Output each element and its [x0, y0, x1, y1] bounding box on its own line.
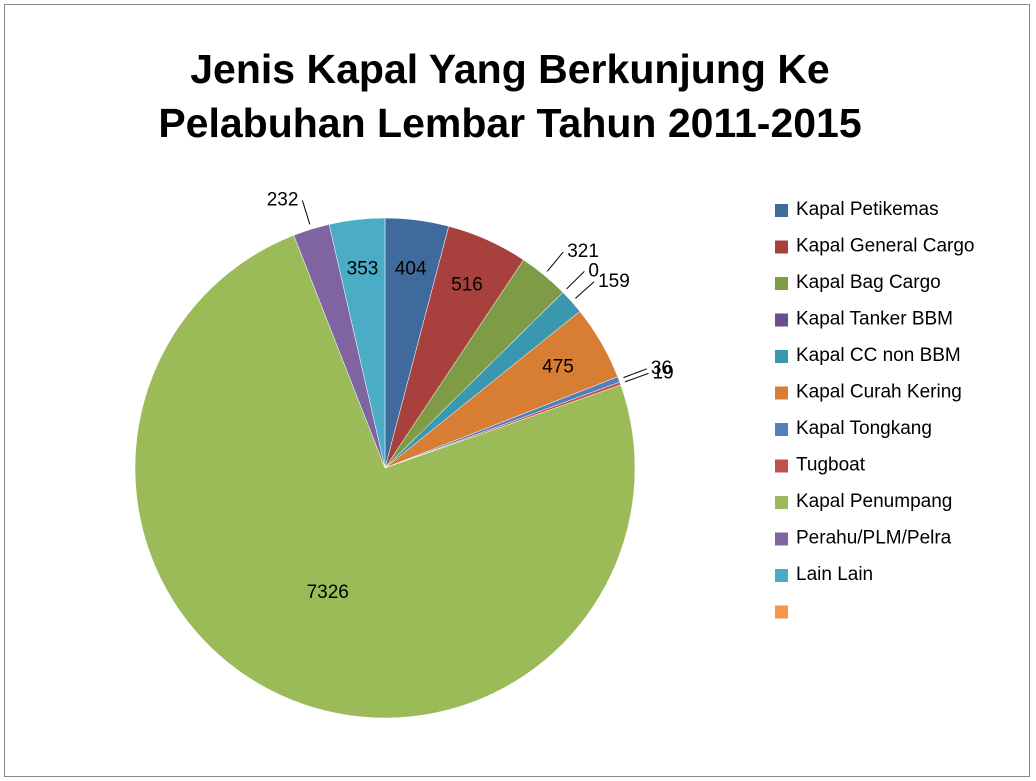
- leader-line: [546, 251, 564, 272]
- data-label: 475: [542, 357, 574, 378]
- legend-label: Kapal Curah Kering: [796, 382, 962, 403]
- legend-label: Lain Lain: [796, 564, 873, 585]
- data-label: 404: [395, 259, 427, 280]
- data-label: 7326: [307, 582, 349, 603]
- data-label: 0: [588, 260, 599, 281]
- chart-frame: [4, 4, 1030, 777]
- legend-swatch: [775, 204, 788, 217]
- legend-swatch: [775, 605, 788, 619]
- legend-swatch: [775, 350, 788, 363]
- legend-swatch: [775, 313, 788, 327]
- pie-slice: [134, 234, 636, 719]
- data-label: 36: [651, 358, 672, 379]
- legend-label: Kapal CC non BBM: [796, 345, 961, 366]
- pie-slice: [328, 217, 386, 469]
- data-label: 232: [267, 189, 299, 210]
- legend-label: Kapal Tongkang: [796, 418, 932, 439]
- leader-line: [575, 281, 595, 299]
- legend-label: Tugboat: [796, 455, 866, 476]
- legend-label: Kapal Tanker BBM: [796, 309, 953, 330]
- legend-swatch: [775, 569, 788, 582]
- legend-label: Kapal Penumpang: [796, 491, 952, 512]
- data-label: 321: [567, 241, 599, 262]
- data-label: 353: [347, 258, 379, 279]
- legend-swatch: [775, 459, 788, 473]
- leader-line: [623, 368, 648, 379]
- legend-label: Kapal General Cargo: [796, 236, 975, 257]
- leader-line: [624, 372, 649, 383]
- legend-swatch: [775, 532, 788, 546]
- legend-swatch: [775, 277, 788, 290]
- legend-swatch: [775, 386, 788, 400]
- data-label: 19: [653, 362, 674, 383]
- legend-label: Perahu/PLM/Pelra: [796, 528, 952, 549]
- leader-line: [301, 200, 311, 225]
- data-label: 516: [451, 275, 483, 296]
- legend-swatch: [775, 423, 788, 436]
- legend-swatch: [775, 240, 788, 254]
- leader-line: [566, 271, 585, 290]
- legend-label: Kapal Petikemas: [796, 199, 939, 220]
- legend-label: Kapal Bag Cargo: [796, 272, 941, 293]
- data-label: 159: [598, 271, 630, 292]
- legend-swatch: [775, 496, 788, 509]
- chart-title: Jenis Kapal Yang Berkunjung Ke Pelabuhan…: [158, 46, 862, 146]
